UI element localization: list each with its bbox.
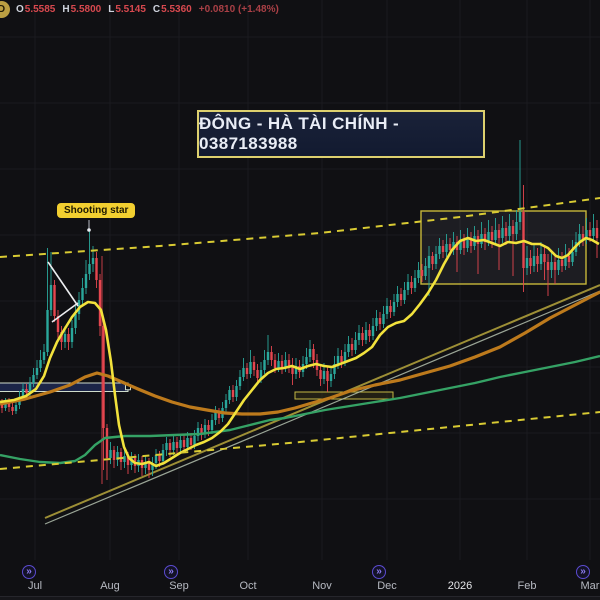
timeline-jump-icon[interactable]: » <box>164 565 178 579</box>
timeline-jump-icon[interactable]: » <box>576 565 590 579</box>
time-axis-label-feb: Feb <box>517 580 537 592</box>
shooting-star-label[interactable]: Shooting star <box>57 203 136 218</box>
ohlc-item-c: C5.5360 <box>152 3 192 15</box>
ma-slow-green <box>0 354 600 465</box>
ohlc-bar: D O5.5585 H5.5800 L5.5145 C5.5360 +0.0810 (+… <box>0 0 279 18</box>
timeline-jump-icon[interactable]: » <box>22 565 36 579</box>
ohlc-change: +0.0810 (+1.48%) <box>198 3 279 15</box>
ohlc-item-o: O5.5585 <box>16 3 56 15</box>
ohlc-values: O5.5585 H5.5800 L5.5145 C5.5360 +0.0810 (+1.… <box>16 4 279 15</box>
time-axis-label-dec: Dec <box>377 580 397 592</box>
time-axis-label-2026: 2026 <box>447 580 473 592</box>
time-axis-label-mar: Mar <box>580 580 600 592</box>
banner-text: ĐÔNG - HÀ TÀI CHÍNH - 0387183988 <box>199 114 400 153</box>
time-axis-label-oct: Oct <box>239 580 257 592</box>
candles <box>0 140 599 480</box>
time-axis-label-jul: Jul <box>27 580 43 592</box>
trend-channel-lower <box>44 290 600 525</box>
white-wedge-line <box>51 302 79 323</box>
ma-mid-orange <box>0 290 600 416</box>
timeline-jump-icon[interactable]: » <box>372 565 386 579</box>
dashed-trendline-lower <box>0 411 600 470</box>
contact-banner-drawing[interactable]: ĐÔNG - HÀ TÀI CHÍNH - 0387183988 <box>197 110 485 158</box>
ohlc-item-h: H5.5800 <box>62 3 102 15</box>
label-pointer-dot <box>87 228 91 232</box>
ma-fast-yellow <box>0 236 600 468</box>
interval-badge[interactable]: D <box>0 0 10 18</box>
time-axis-label-sep: Sep <box>169 580 189 592</box>
time-axis-label-aug: Aug <box>100 580 120 592</box>
time-axis-label-nov: Nov <box>312 580 332 592</box>
dashed-trendline-upper <box>0 197 600 258</box>
ohlc-item-l: L5.5145 <box>108 3 146 15</box>
bottom-strip <box>0 596 600 600</box>
white-wedge-line <box>47 261 79 307</box>
